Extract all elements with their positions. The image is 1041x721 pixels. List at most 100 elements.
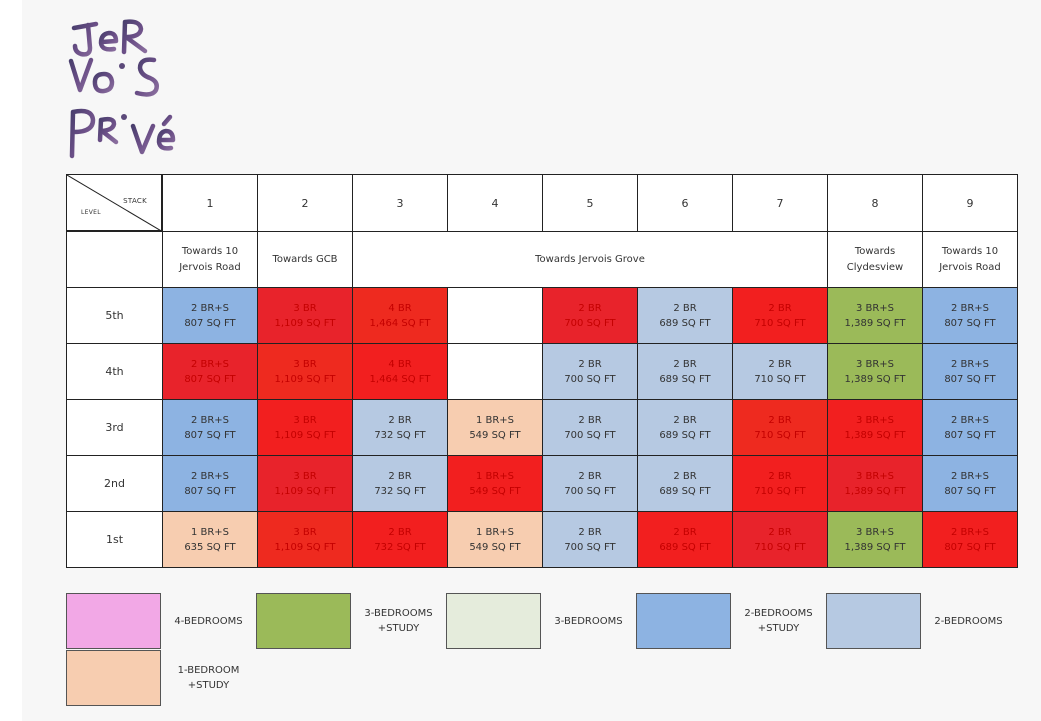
unit-type: 2 BR <box>673 470 697 482</box>
unit-area: 1,389 SQ FT <box>844 317 906 329</box>
level-label-cell: 4th <box>66 343 163 400</box>
unit-cell[interactable]: 1 BR+S 549 SQ FT <box>447 399 543 456</box>
unit-cell[interactable]: 2 BR 689 SQ FT <box>637 287 733 344</box>
unit-cell[interactable]: 2 BR 700 SQ FT <box>542 455 638 512</box>
unit-type: 2 BR+S <box>950 470 990 482</box>
unit-cell[interactable]: 2 BR 689 SQ FT <box>637 511 733 568</box>
unit-cell[interactable]: 2 BR 732 SQ FT <box>352 399 448 456</box>
unit-type: 2 BR+S <box>950 358 990 370</box>
unit-cell[interactable]: 2 BR 700 SQ FT <box>542 287 638 344</box>
unit-area: 700 SQ FT <box>564 317 616 329</box>
view-empty-cell <box>66 231 163 288</box>
unit-type: 4 BR <box>388 358 412 370</box>
level-label: 3rd <box>105 421 124 434</box>
unit-area: 710 SQ FT <box>754 373 806 385</box>
unit-cell[interactable]: 2 BR+S 807 SQ FT <box>922 287 1018 344</box>
unit-cell[interactable]: 2 BR+S 807 SQ FT <box>162 455 258 512</box>
unit-area: 710 SQ FT <box>754 485 806 497</box>
unit-cell[interactable]: 2 BR 732 SQ FT <box>352 455 448 512</box>
unit-type: 1 BR+S <box>475 414 515 426</box>
unit-type: 2 BR <box>673 358 697 370</box>
legend-label: 3-BEDROOMS +STUDY <box>364 608 433 634</box>
unit-cell[interactable]: 4 BR 1,464 SQ FT <box>352 343 448 400</box>
unit-cell[interactable]: 2 BR 689 SQ FT <box>637 455 733 512</box>
view-direction-label: Towards Clydesview <box>846 245 904 273</box>
unit-cell-empty[interactable] <box>447 343 543 400</box>
unit-area: 689 SQ FT <box>659 317 711 329</box>
unit-area: 710 SQ FT <box>754 317 806 329</box>
unit-type: 2 BR <box>768 414 792 426</box>
unit-area: 710 SQ FT <box>754 429 806 441</box>
legend-swatch <box>66 650 161 706</box>
unit-cell[interactable]: 1 BR+S 635 SQ FT <box>162 511 258 568</box>
unit-cell[interactable]: 2 BR+S 807 SQ FT <box>922 399 1018 456</box>
unit-cell[interactable]: 2 BR+S 807 SQ FT <box>162 287 258 344</box>
unit-type: 2 BR <box>578 526 602 538</box>
unit-area: 732 SQ FT <box>374 541 426 553</box>
unit-cell[interactable]: 3 BR+S 1,389 SQ FT <box>827 287 923 344</box>
unit-cell[interactable]: 2 BR+S 807 SQ FT <box>922 455 1018 512</box>
unit-cell-empty[interactable] <box>447 287 543 344</box>
stack-number: 3 <box>396 196 404 210</box>
unit-cell[interactable]: 2 BR+S 807 SQ FT <box>162 343 258 400</box>
level-label: 2nd <box>104 477 125 490</box>
unit-cell[interactable]: 3 BR+S 1,389 SQ FT <box>827 399 923 456</box>
legend-label: 3-BEDROOMS <box>554 615 623 627</box>
stack-number: 2 <box>301 196 309 210</box>
unit-cell[interactable]: 3 BR 1,109 SQ FT <box>257 343 353 400</box>
unit-cell[interactable]: 3 BR 1,109 SQ FT <box>257 455 353 512</box>
view-direction-cell: Towards GCB <box>257 231 353 288</box>
stack-number-cell: 2 <box>257 174 353 232</box>
view-direction-label: Towards 10 Jervois Road <box>939 245 1001 273</box>
unit-type: 3 BR+S <box>855 358 895 370</box>
unit-cell[interactable]: 2 BR+S 807 SQ FT <box>922 343 1018 400</box>
unit-cell[interactable]: 3 BR 1,109 SQ FT <box>257 511 353 568</box>
unit-area: 689 SQ FT <box>659 541 711 553</box>
unit-cell[interactable]: 2 BR 710 SQ FT <box>732 399 828 456</box>
unit-area: 689 SQ FT <box>659 429 711 441</box>
unit-type: 2 BR+S <box>950 526 990 538</box>
stack-number-cell: 6 <box>637 174 733 232</box>
unit-cell[interactable]: 2 BR 700 SQ FT <box>542 343 638 400</box>
stack-number: 4 <box>491 196 499 210</box>
unit-area: 1,389 SQ FT <box>844 541 906 553</box>
unit-type: 2 BR <box>578 302 602 314</box>
level-label: 5th <box>105 309 124 322</box>
unit-cell[interactable]: 2 BR 710 SQ FT <box>732 287 828 344</box>
view-direction-cell: Towards 10 Jervois Road <box>922 231 1018 288</box>
unit-type: 2 BR+S <box>950 302 990 314</box>
stack-number-cell: 9 <box>922 174 1018 232</box>
legend-label: 2-BEDROOMS <box>934 615 1003 627</box>
unit-cell[interactable]: 4 BR 1,464 SQ FT <box>352 287 448 344</box>
unit-area: 732 SQ FT <box>374 429 426 441</box>
unit-cell[interactable]: 1 BR+S 549 SQ FT <box>447 511 543 568</box>
unit-type: 2 BR <box>388 526 412 538</box>
unit-type: 2 BR <box>578 414 602 426</box>
unit-area: 807 SQ FT <box>184 485 236 497</box>
unit-cell[interactable]: 3 BR 1,109 SQ FT <box>257 399 353 456</box>
unit-cell[interactable]: 2 BR 689 SQ FT <box>637 399 733 456</box>
unit-cell[interactable]: 3 BR 1,109 SQ FT <box>257 287 353 344</box>
unit-type: 2 BR <box>578 470 602 482</box>
stack-number: 5 <box>586 196 594 210</box>
unit-cell[interactable]: 2 BR 710 SQ FT <box>732 343 828 400</box>
unit-cell[interactable]: 3 BR+S 1,389 SQ FT <box>827 343 923 400</box>
unit-cell[interactable]: 2 BR 700 SQ FT <box>542 399 638 456</box>
unit-type: 2 BR <box>768 302 792 314</box>
unit-cell[interactable]: 2 BR+S 807 SQ FT <box>162 399 258 456</box>
unit-cell[interactable]: 2 BR+S 807 SQ FT <box>922 511 1018 568</box>
unit-cell[interactable]: 3 BR+S 1,389 SQ FT <box>827 511 923 568</box>
unit-cell[interactable]: 1 BR+S 549 SQ FT <box>447 455 543 512</box>
unit-cell[interactable]: 2 BR 732 SQ FT <box>352 511 448 568</box>
unit-area: 807 SQ FT <box>944 373 996 385</box>
unit-availability-table: STACK LEVEL 1 2 3 4 5 6 7 8 9 Towards 10 Jervois … <box>66 174 1018 568</box>
unit-cell[interactable]: 2 BR 710 SQ FT <box>732 455 828 512</box>
unit-cell[interactable]: 2 BR 700 SQ FT <box>542 511 638 568</box>
unit-cell[interactable]: 2 BR 710 SQ FT <box>732 511 828 568</box>
unit-cell[interactable]: 2 BR 689 SQ FT <box>637 343 733 400</box>
unit-area: 1,389 SQ FT <box>844 485 906 497</box>
unit-area: 1,389 SQ FT <box>844 373 906 385</box>
unit-area: 807 SQ FT <box>944 317 996 329</box>
stack-header-label: STACK <box>123 197 147 205</box>
unit-cell[interactable]: 3 BR+S 1,389 SQ FT <box>827 455 923 512</box>
